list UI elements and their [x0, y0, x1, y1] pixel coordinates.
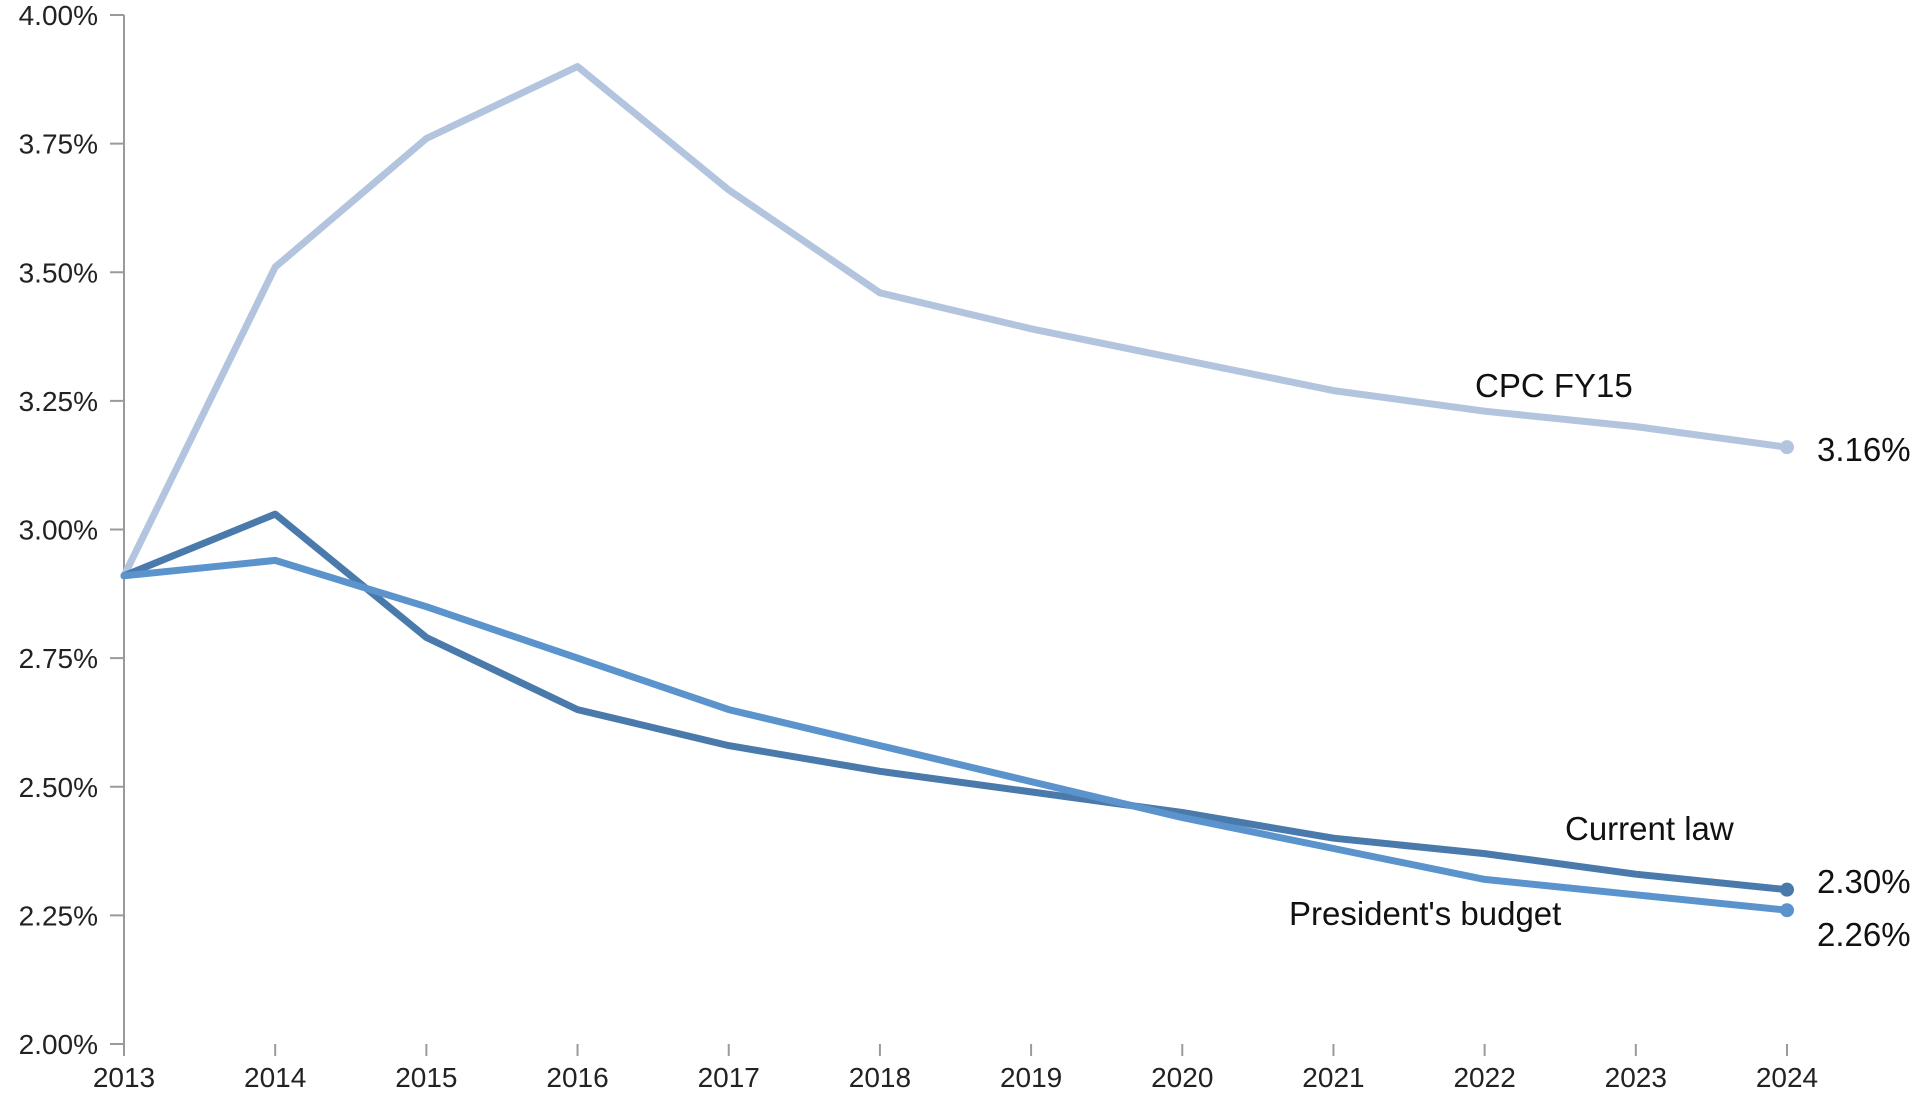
y-tick-label: 2.75%: [19, 643, 98, 674]
end-label-presidents-budget: 2.26%: [1817, 916, 1911, 953]
y-tick-label: 3.00%: [19, 515, 98, 546]
x-tick-label: 2016: [546, 1062, 608, 1093]
x-tick-label: 2017: [698, 1062, 760, 1093]
x-tick-label: 2018: [849, 1062, 911, 1093]
x-tick-label: 2014: [244, 1062, 306, 1093]
series-label-current-law: Current law: [1565, 810, 1734, 847]
x-tick-label: 2022: [1453, 1062, 1515, 1093]
series-line-president-s-budget: [120, 556, 1791, 914]
series-line-current-law: [120, 510, 1791, 894]
y-tick-label: 2.00%: [19, 1029, 98, 1060]
x-tick-label: 2019: [1000, 1062, 1062, 1093]
end-point-cpc-fy15: [1780, 440, 1794, 455]
x-tick-label: 2024: [1756, 1062, 1818, 1093]
y-tick-label: 3.75%: [19, 129, 98, 160]
end-label-cpc-fy15: 3.16%: [1817, 431, 1911, 468]
end-labels: 3.16% 2.30% 2.26%: [1817, 431, 1911, 953]
x-tick-label: 2020: [1151, 1062, 1213, 1093]
y-axis-ticks: 2.00% 2.25% 2.50% 2.75% 3.00% 3.25% 3.50% 3.75%…: [19, 0, 124, 1060]
y-tick-label: 2.25%: [19, 900, 98, 931]
series-label-cpc-fy15: CPC FY15: [1475, 367, 1633, 404]
y-tick-label: 3.50%: [19, 257, 98, 288]
y-tick-label: 4.00%: [19, 0, 98, 31]
series-line-cpc-fy15: [120, 63, 1791, 580]
series-lines: [120, 63, 1794, 918]
x-axis-ticks: 2013 2014 2015 2016 2017 2018 2019 2020 2021 2022…: [93, 1044, 1818, 1093]
x-tick-label: 2015: [395, 1062, 457, 1093]
x-tick-label: 2021: [1302, 1062, 1364, 1093]
x-tick-label: 2013: [93, 1062, 155, 1093]
x-tick-label: 2023: [1605, 1062, 1667, 1093]
series-labels: CPC FY15 Current law President's budget: [1289, 367, 1734, 932]
y-tick-label: 2.50%: [19, 772, 98, 803]
end-label-current-law: 2.30%: [1817, 863, 1911, 900]
end-point-current-law: [1780, 882, 1794, 897]
end-point-president-s-budget: [1780, 903, 1794, 918]
series-label-presidents-budget: President's budget: [1289, 895, 1561, 932]
y-tick-label: 3.25%: [19, 386, 98, 417]
